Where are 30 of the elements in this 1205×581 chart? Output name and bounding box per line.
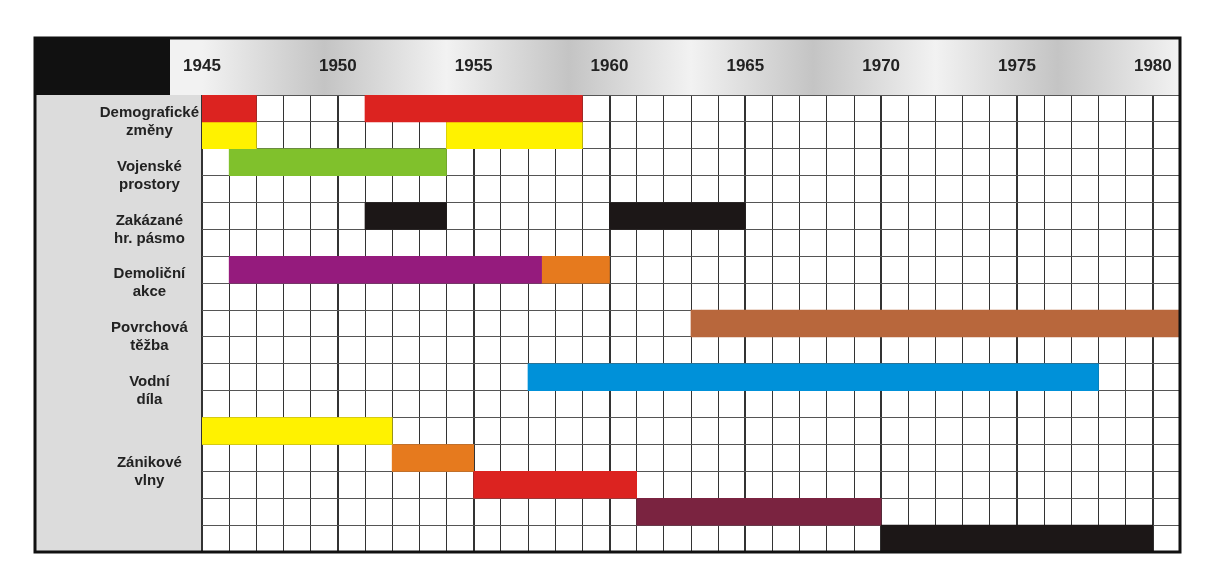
bar bbox=[202, 95, 257, 123]
bar bbox=[636, 497, 882, 526]
bar bbox=[228, 148, 447, 176]
y-tick-label: Demografické změny bbox=[99, 103, 200, 139]
y-tick-label: Vojenské prostory bbox=[117, 156, 182, 192]
bar bbox=[364, 95, 583, 123]
bar bbox=[364, 202, 447, 230]
x-tick-label: 1975 bbox=[998, 56, 1036, 76]
x-tick-label: 1965 bbox=[726, 56, 765, 76]
bar bbox=[473, 471, 637, 499]
bar bbox=[202, 121, 257, 150]
y-tick-label: Povrchová těžba bbox=[111, 318, 189, 354]
x-tick-label: 1950 bbox=[318, 56, 357, 76]
bar bbox=[527, 363, 1099, 392]
x-tick-label: 1960 bbox=[590, 56, 629, 76]
bar bbox=[391, 444, 474, 472]
bar bbox=[446, 121, 583, 150]
bar bbox=[609, 202, 746, 230]
x-tick-label: 1945 bbox=[183, 56, 221, 76]
y-tick-label: Demoliční akce bbox=[113, 264, 187, 300]
x-tick-label: 1955 bbox=[454, 56, 493, 76]
x-tick-label: 1970 bbox=[862, 56, 901, 76]
bar bbox=[690, 309, 1180, 338]
bar bbox=[228, 255, 542, 284]
y-tick-label: Zakázané hr. pásmo bbox=[113, 210, 185, 246]
bar bbox=[541, 255, 610, 284]
y-tick-label: Zánikové vlny bbox=[116, 452, 182, 488]
x-tick-label: 1980 bbox=[1133, 56, 1172, 76]
y-tick-label: Vodní díla bbox=[129, 371, 171, 407]
bar bbox=[202, 417, 393, 445]
